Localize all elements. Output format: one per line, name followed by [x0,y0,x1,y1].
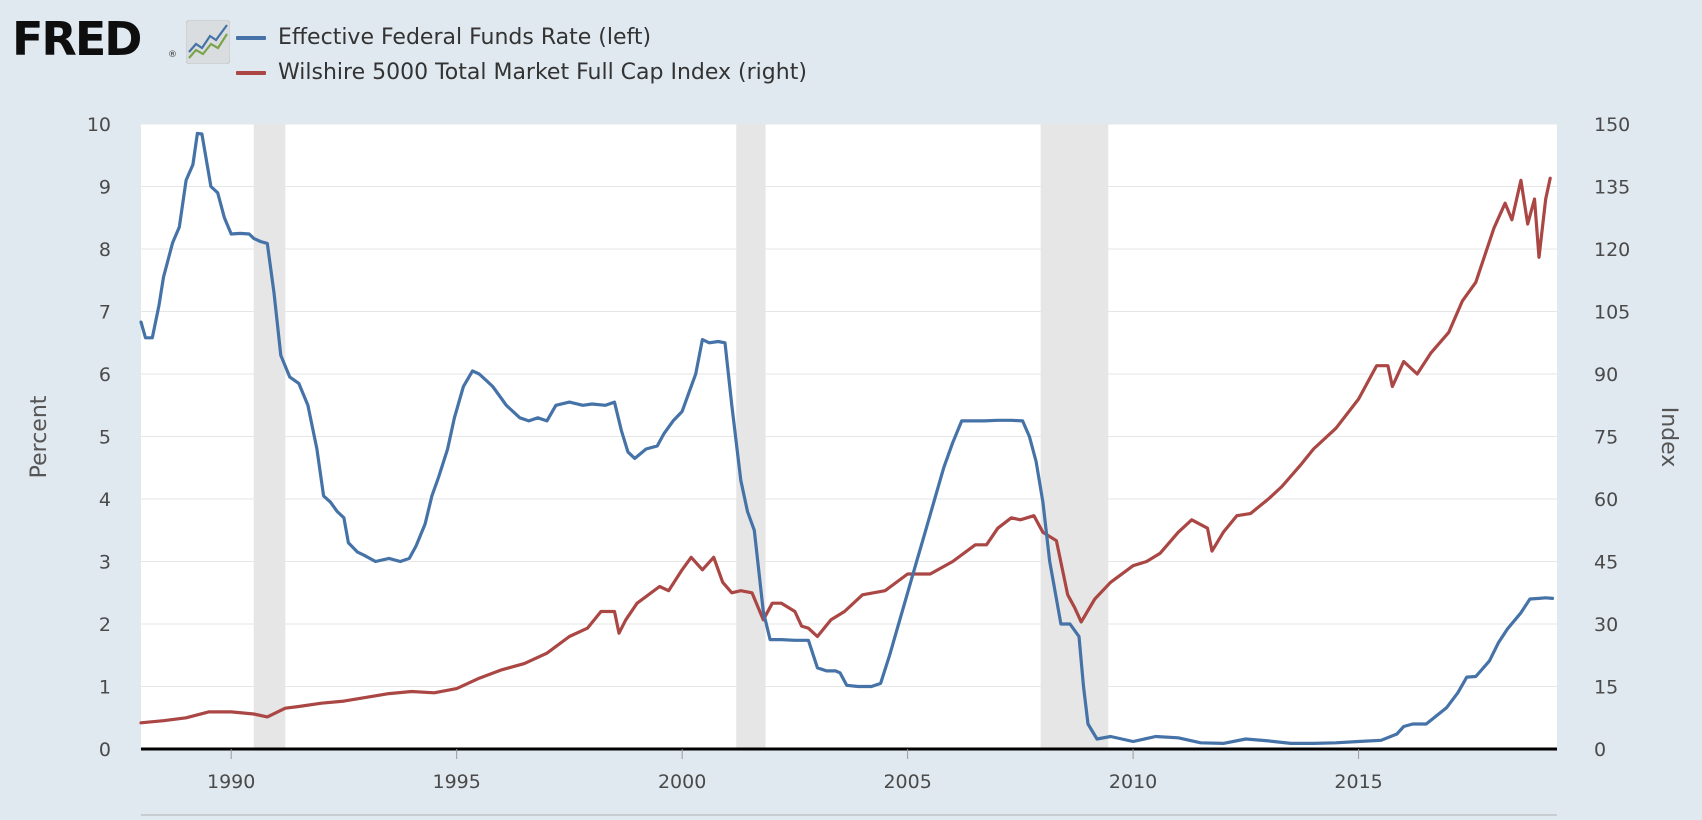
x-tick-3: 2005 [883,771,931,793]
y-tick-left-2: 2 [99,614,111,636]
tick-labels: 0123456789100153045607590105120135150199… [87,114,1630,793]
y-tick-right-0: 0 [1594,739,1606,761]
logo-text: FRED [12,12,142,66]
y-tick-right-8: 120 [1594,239,1630,261]
y-tick-right-5: 75 [1594,427,1618,449]
line-graph-icon [186,20,230,64]
y-tick-left-10: 10 [87,114,111,136]
y-tick-right-10: 150 [1594,114,1630,136]
y-tick-left-3: 3 [99,552,111,574]
registered-mark: ® [168,50,177,60]
y-tick-left-6: 6 [99,364,111,386]
legend-label: Effective Federal Funds Rate (left) [278,25,652,50]
series-line-1[interactable] [139,176,1552,725]
y-tick-right-2: 30 [1594,614,1618,636]
y-tick-right-4: 60 [1594,489,1618,511]
x-tick-4: 2010 [1109,771,1157,793]
x-tick-0: 1990 [207,771,255,793]
scrollbar-track[interactable] [141,814,1557,816]
y-axis-title-left: Percent [27,395,52,478]
fred-logo[interactable]: FRED ® [12,12,230,66]
y-tick-right-7: 105 [1594,302,1630,324]
x-tick-1: 1995 [432,771,480,793]
y-tick-left-0: 0 [99,739,111,761]
y-tick-left-5: 5 [99,427,111,449]
x-tick-5: 2015 [1334,771,1382,793]
legend-label: Wilshire 5000 Total Market Full Cap Inde… [278,60,807,85]
series-lines [139,131,1555,746]
series-line-0[interactable] [139,131,1555,746]
y-tick-left-7: 7 [99,302,111,324]
y-tick-right-9: 135 [1594,177,1630,199]
x-tick-2: 2000 [658,771,706,793]
legend-swatch-blue [236,36,266,40]
legend-swatch-red [236,71,266,75]
y-tick-right-1: 15 [1594,677,1618,699]
y-tick-left-8: 8 [99,239,111,261]
y-axis-title-right: Index [1656,407,1681,468]
y-tick-right-3: 45 [1594,552,1618,574]
y-tick-left-1: 1 [99,677,111,699]
y-tick-left-9: 9 [99,177,111,199]
y-tick-right-6: 90 [1594,364,1618,386]
chart-header: FRED ® Effective Federal Funds Rate (lef… [0,0,1702,110]
y-tick-left-4: 4 [99,489,111,511]
